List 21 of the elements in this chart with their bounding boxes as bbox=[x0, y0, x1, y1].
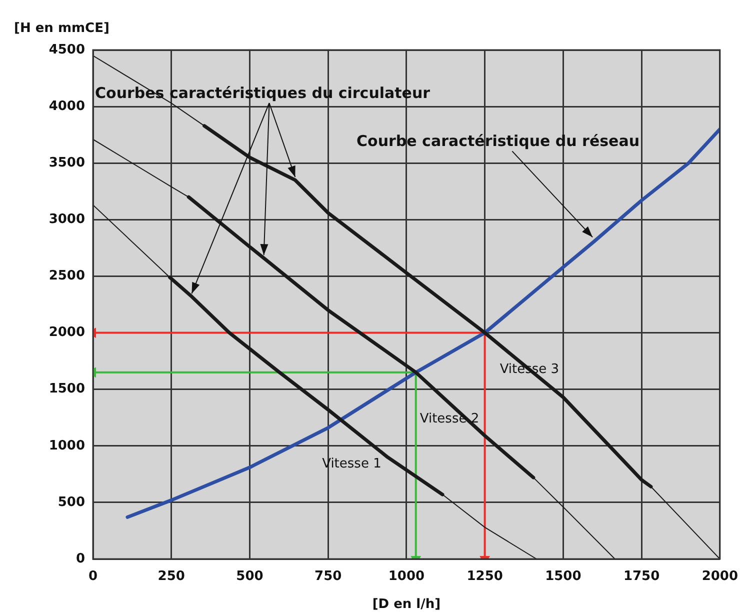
y-tick-label: 2000 bbox=[48, 325, 85, 340]
x-tick-label: 250 bbox=[158, 569, 185, 584]
x-tick-label: 1500 bbox=[545, 569, 582, 584]
x-tick-label: 1000 bbox=[388, 569, 425, 584]
y-tick-label: 4000 bbox=[48, 98, 85, 114]
x-axis-title: [D en l/h] bbox=[372, 597, 441, 612]
x-tick-label: 2000 bbox=[702, 569, 738, 584]
y-tick-label: 500 bbox=[58, 494, 85, 510]
y-axis-title: [H en mmCE] bbox=[14, 21, 110, 36]
y-tick-label: 2500 bbox=[48, 268, 85, 284]
x-tick-label: 1750 bbox=[623, 569, 660, 584]
y-tick-label: 0 bbox=[76, 551, 85, 566]
y-tick-label: 3000 bbox=[48, 212, 85, 228]
y-tick-label: 4500 bbox=[48, 42, 85, 58]
x-tick-label: 0 bbox=[88, 569, 98, 584]
y-tick-label: 1500 bbox=[48, 382, 85, 397]
x-tick-label: 1250 bbox=[466, 569, 503, 584]
y-tick-label: 1000 bbox=[48, 438, 85, 454]
x-tick-label: 750 bbox=[314, 569, 342, 584]
x-tick-label: 500 bbox=[236, 569, 264, 584]
y-tick-label: 3500 bbox=[48, 155, 85, 170]
